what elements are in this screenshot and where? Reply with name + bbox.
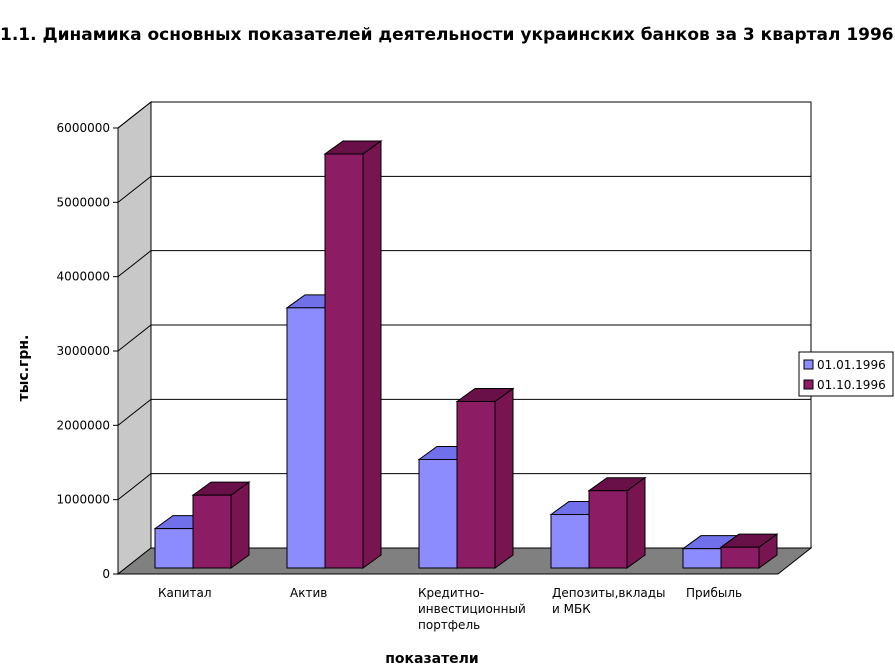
y-tick-label: 4000000 <box>57 270 110 284</box>
legend: 01.01.1996 01.10.1996 <box>798 351 894 397</box>
x-tick-label-line: Капитал <box>158 586 212 600</box>
bar <box>191 481 251 569</box>
bar-side <box>494 387 514 569</box>
bar-side <box>626 476 646 569</box>
bar <box>455 387 515 569</box>
bar-front <box>588 490 628 569</box>
gridline <box>117 473 811 501</box>
bar-front <box>550 513 590 569</box>
bar <box>719 533 779 569</box>
legend-swatch <box>803 379 814 390</box>
legend-swatch <box>803 359 814 370</box>
bar-side <box>230 481 250 569</box>
gridline <box>117 250 811 278</box>
x-tick-label: Прибыль <box>686 586 742 600</box>
gridline <box>117 324 811 352</box>
y-axis-title: тыс.грн. <box>16 335 32 402</box>
y-tick-label: 5000000 <box>57 195 110 209</box>
legend-label: 01.01.1996 <box>817 358 886 372</box>
x-tick-label-line: портфель <box>418 618 480 632</box>
x-tick-label-line: и МБК <box>552 602 591 616</box>
gridline <box>117 175 811 203</box>
bar <box>323 139 383 569</box>
legend-label: 01.10.1996 <box>817 378 886 392</box>
bar <box>587 476 647 569</box>
x-tick-label-line: Кредитно- <box>418 586 484 600</box>
bar-front <box>286 307 326 569</box>
y-tick-label: 6000000 <box>57 121 110 135</box>
x-tick-label: Депозиты,вклады и МБК <box>552 586 666 616</box>
bar-front <box>418 458 458 569</box>
x-tick-label: Кредитно-инвестиционный портфель <box>418 586 526 632</box>
legend-box <box>798 351 894 397</box>
y-tick-label: 3000000 <box>57 344 110 358</box>
x-axis-title: показатели <box>385 651 479 667</box>
x-tick-label: Актив <box>290 586 327 600</box>
plot-area: 0 1000000 2000000 3000000 4000000 5000000 6000… <box>57 100 813 632</box>
x-tick-label-line: Прибыль <box>686 586 742 600</box>
y-tick-label: 0 <box>102 567 110 581</box>
x-tick-label-line: Депозиты,вклады <box>552 586 666 600</box>
gridline <box>117 101 811 129</box>
bar-front <box>720 546 760 569</box>
x-tick-label-line: инвестиционный <box>418 602 526 616</box>
bar-front <box>154 528 194 569</box>
bar-front <box>456 400 496 569</box>
bar-front <box>324 153 364 569</box>
y-tick-label: 2000000 <box>57 418 110 432</box>
bar-front <box>682 548 722 569</box>
x-tick-label: Капитал <box>158 586 212 600</box>
gridline <box>117 398 811 426</box>
bar-front <box>192 494 232 569</box>
x-tick-label-line: Актив <box>290 586 327 600</box>
bar-side <box>362 139 382 569</box>
chart-title: 1.1. Динамика основных показателей деяте… <box>0 25 895 45</box>
y-tick-label: 1000000 <box>57 493 110 507</box>
